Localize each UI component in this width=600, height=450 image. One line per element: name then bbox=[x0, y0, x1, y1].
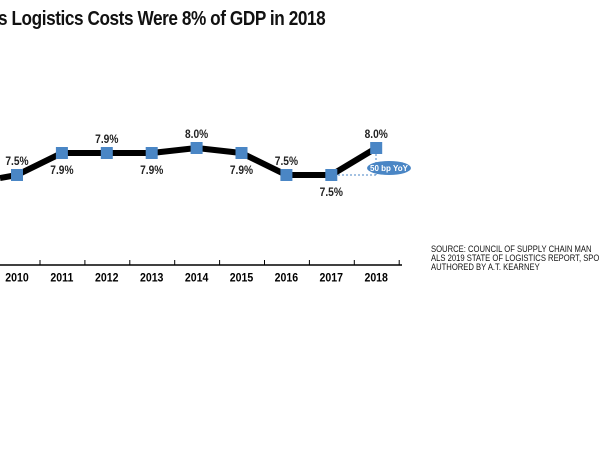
data-label: 7.9% bbox=[230, 164, 253, 177]
data-point bbox=[11, 169, 23, 181]
x-tick-label: 2014 bbox=[185, 272, 209, 285]
data-point bbox=[370, 142, 383, 154]
x-tick-label: 2013 bbox=[140, 272, 163, 285]
data-label: 7.5% bbox=[320, 186, 343, 199]
data-point bbox=[145, 147, 158, 159]
data-point bbox=[100, 147, 113, 159]
x-tick-label: 2015 bbox=[230, 272, 253, 285]
annotation-bubble bbox=[367, 161, 411, 175]
data-label: 7.5% bbox=[5, 155, 28, 168]
data-label: 8.0% bbox=[185, 128, 208, 141]
data-point bbox=[235, 147, 248, 159]
chart-title: s Logistics Costs Were 8% of GDP in 2018 bbox=[0, 8, 326, 30]
x-tick-label: 2012 bbox=[95, 272, 118, 285]
x-tick-label: 2017 bbox=[320, 272, 343, 285]
source-line: SOURCE: COUNCIL OF SUPPLY CHAIN MAN bbox=[431, 244, 592, 254]
data-label: 7.9% bbox=[140, 164, 163, 177]
x-tick-label: 2011 bbox=[50, 272, 73, 285]
data-label: 7.9% bbox=[50, 164, 73, 177]
source-note: SOURCE: COUNCIL OF SUPPLY CHAIN MAN ALS … bbox=[431, 245, 599, 272]
data-label: 7.5% bbox=[275, 155, 298, 168]
source-line: AUTHORED BY A.T. KEARNEY bbox=[431, 262, 540, 272]
x-tick-label: 2018 bbox=[364, 272, 387, 285]
data-point bbox=[325, 169, 338, 181]
source-line: ALS 2019 STATE OF LOGISTICS REPORT, SPO bbox=[431, 253, 600, 263]
data-label: 7.9% bbox=[95, 133, 118, 146]
data-point bbox=[280, 169, 293, 181]
x-tick-label: 2010 bbox=[5, 272, 28, 285]
data-point bbox=[190, 142, 203, 154]
x-tick-label: 2016 bbox=[275, 272, 298, 285]
data-point bbox=[55, 147, 68, 159]
series-line bbox=[0, 145, 378, 181]
data-label: 8.0% bbox=[365, 128, 388, 141]
annotation-label: 50 bp YoY bbox=[370, 164, 409, 173]
